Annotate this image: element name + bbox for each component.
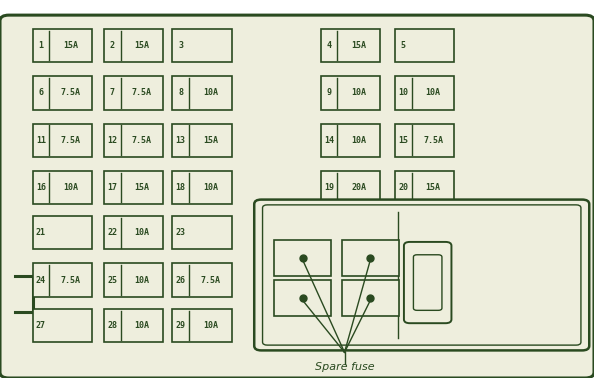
Text: 22: 22 (108, 228, 117, 237)
Text: 15A: 15A (134, 183, 150, 192)
Text: 9: 9 (327, 88, 331, 98)
Text: 19: 19 (324, 183, 334, 192)
Text: 15A: 15A (425, 183, 441, 192)
Text: 7.5A: 7.5A (61, 88, 81, 98)
Text: 15A: 15A (351, 41, 366, 50)
Bar (395, 76, 454, 110)
Text: 25: 25 (108, 276, 117, 285)
Bar (33, 29, 92, 62)
Text: 8: 8 (178, 88, 183, 98)
FancyBboxPatch shape (263, 205, 581, 345)
Bar (172, 124, 232, 157)
Bar (321, 76, 380, 110)
Text: 14: 14 (324, 136, 334, 145)
Text: 11: 11 (36, 136, 46, 145)
Bar (104, 124, 163, 157)
Bar (33, 76, 92, 110)
Bar (274, 280, 331, 316)
Text: 27: 27 (36, 321, 46, 330)
FancyBboxPatch shape (404, 242, 451, 323)
Text: 20: 20 (399, 183, 408, 192)
Text: 7.5A: 7.5A (200, 276, 220, 285)
Text: 24: 24 (36, 276, 46, 285)
Text: 10A: 10A (203, 183, 218, 192)
Bar (395, 124, 454, 157)
Bar (104, 76, 163, 110)
Text: 15A: 15A (134, 41, 150, 50)
Text: 10A: 10A (134, 321, 150, 330)
FancyBboxPatch shape (413, 255, 442, 310)
Bar (342, 280, 399, 316)
Text: 1: 1 (39, 41, 43, 50)
Text: 10A: 10A (425, 88, 441, 98)
Text: 4: 4 (327, 41, 331, 50)
Bar (274, 240, 331, 276)
Text: 17: 17 (108, 183, 117, 192)
FancyBboxPatch shape (254, 200, 589, 350)
Text: 10A: 10A (203, 88, 218, 98)
Bar (395, 171, 454, 204)
Text: 6: 6 (39, 88, 43, 98)
Text: 10A: 10A (203, 321, 218, 330)
Text: 2: 2 (110, 41, 115, 50)
Bar (172, 29, 232, 62)
Text: 10A: 10A (134, 228, 150, 237)
Text: 10A: 10A (134, 276, 150, 285)
Bar (33, 171, 92, 204)
Bar (321, 29, 380, 62)
Text: 21: 21 (36, 228, 46, 237)
Text: 7.5A: 7.5A (423, 136, 443, 145)
Bar (321, 171, 380, 204)
Bar (104, 216, 163, 249)
Bar (172, 76, 232, 110)
Bar (172, 216, 232, 249)
Bar (104, 29, 163, 62)
Text: 3: 3 (178, 41, 183, 50)
Text: 7.5A: 7.5A (61, 276, 81, 285)
Text: 7.5A: 7.5A (61, 136, 81, 145)
Bar (33, 263, 92, 297)
Text: 15A: 15A (63, 41, 78, 50)
Text: 10A: 10A (351, 88, 366, 98)
Text: 10A: 10A (63, 183, 78, 192)
Text: 16: 16 (36, 183, 46, 192)
Bar (5, 276, 37, 312)
Bar (33, 124, 92, 157)
Text: 29: 29 (176, 321, 185, 330)
Text: 20A: 20A (351, 183, 366, 192)
Bar (395, 29, 454, 62)
Text: 26: 26 (176, 276, 185, 285)
Text: 18: 18 (176, 183, 185, 192)
Text: 15: 15 (399, 136, 408, 145)
FancyBboxPatch shape (0, 15, 594, 378)
Text: 7.5A: 7.5A (132, 136, 152, 145)
Bar (321, 124, 380, 157)
Bar (33, 216, 92, 249)
Text: 7: 7 (110, 88, 115, 98)
Bar (104, 309, 163, 342)
Text: 10: 10 (399, 88, 408, 98)
Bar (33, 309, 92, 342)
Bar (342, 240, 399, 276)
Bar (172, 171, 232, 204)
Text: Spare fuse: Spare fuse (315, 363, 374, 372)
Text: 7.5A: 7.5A (132, 88, 152, 98)
Text: 28: 28 (108, 321, 117, 330)
Bar (172, 309, 232, 342)
Text: 23: 23 (176, 228, 185, 237)
Bar (172, 263, 232, 297)
Text: 10A: 10A (351, 136, 366, 145)
Text: 15A: 15A (203, 136, 218, 145)
Text: 12: 12 (108, 136, 117, 145)
Text: 5: 5 (401, 41, 406, 50)
Text: 13: 13 (176, 136, 185, 145)
Bar (104, 171, 163, 204)
Bar (104, 263, 163, 297)
